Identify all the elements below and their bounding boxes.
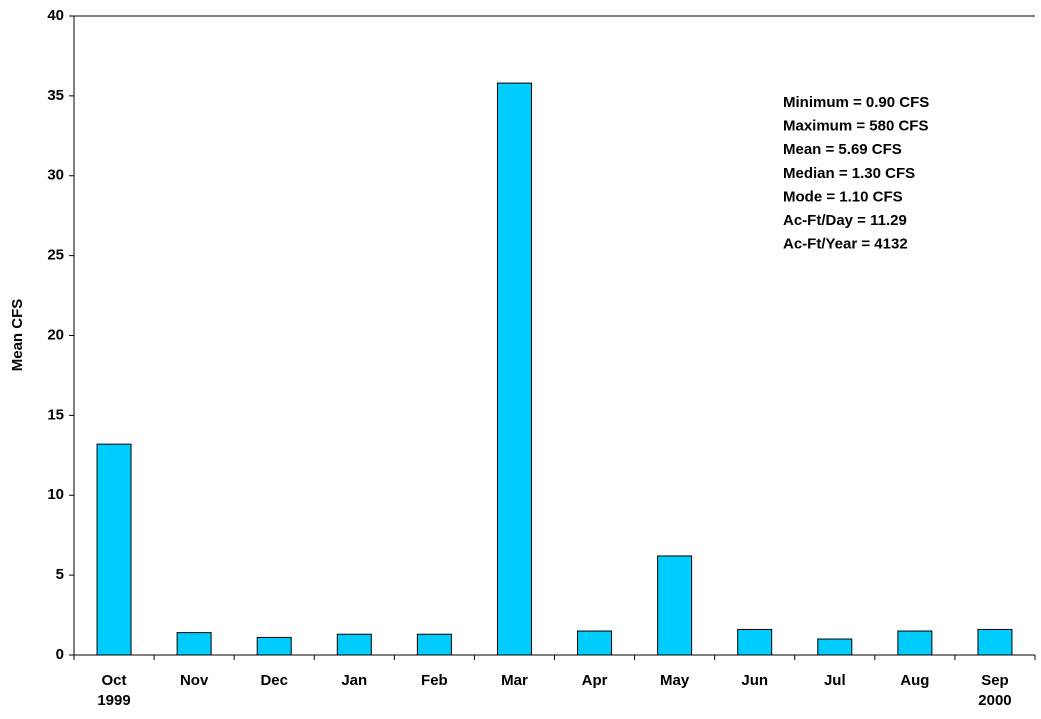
x-tick-label: Mar (501, 672, 528, 689)
y-tick-label: 40 (47, 7, 64, 24)
bar (977, 628, 1013, 656)
y-tick-label: 5 (56, 566, 64, 583)
x-tick-label: Sep 2000 (978, 672, 1012, 709)
bar (737, 628, 773, 656)
annotation: Maximum = 580 CFS (783, 118, 928, 135)
x-tick-label: Feb (421, 672, 448, 689)
x-tick-label: Nov (179, 672, 209, 689)
bar (176, 632, 212, 656)
bar (577, 630, 613, 656)
annotation: Median = 1.30 CFS (783, 165, 915, 182)
y-tick-label: 20 (47, 326, 64, 343)
y-tick-label: 25 (47, 247, 64, 264)
x-tick-label: Jul (823, 672, 846, 689)
bar (657, 555, 693, 656)
x-tick-label: May (660, 672, 690, 689)
annotation: Mode = 1.10 CFS (783, 188, 903, 205)
x-tick-label: Jun (741, 672, 769, 689)
bar (416, 633, 452, 656)
bar (336, 633, 372, 656)
y-tick-label: 15 (47, 406, 64, 423)
y-tick-label: 35 (47, 87, 64, 104)
annotation: Ac-Ft/Year = 4132 (783, 236, 908, 253)
bar (496, 82, 532, 656)
x-tick-label: Dec (260, 672, 288, 689)
annotation: Minimum = 0.90 CFS (783, 94, 929, 111)
bar (96, 443, 132, 656)
bar (817, 638, 853, 656)
y-tick-label: 30 (47, 167, 64, 184)
bar (897, 630, 933, 656)
x-tick-label: Apr (581, 672, 608, 689)
annotation: Ac-Ft/Day = 11.29 (783, 212, 907, 229)
x-tick-label: Jan (341, 672, 368, 689)
x-tick-label: Aug (900, 672, 930, 689)
y-tick-label: 10 (47, 486, 64, 503)
y-tick-label: 0 (56, 646, 64, 663)
y-axis-label: Mean CFS (9, 299, 26, 372)
x-tick-label: Oct 1999 (97, 672, 131, 709)
annotation: Mean = 5.69 CFS (783, 141, 902, 158)
bar (256, 636, 292, 656)
